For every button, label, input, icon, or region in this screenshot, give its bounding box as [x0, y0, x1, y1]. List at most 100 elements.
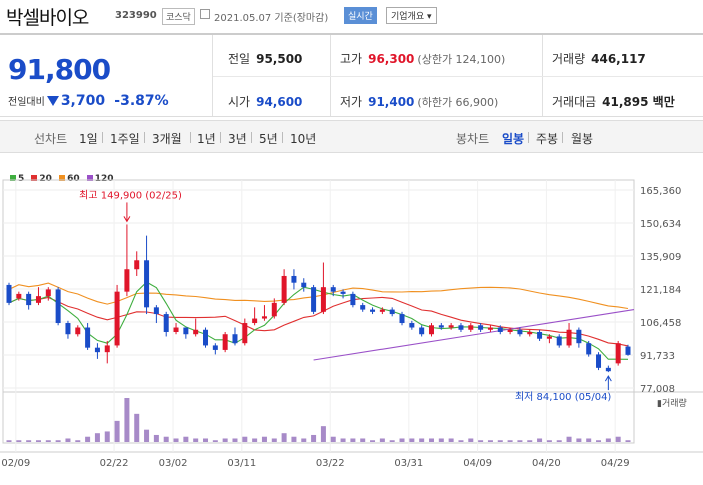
period-1y[interactable]: 1년	[197, 132, 216, 146]
volume-bar	[85, 436, 91, 442]
divider	[528, 132, 529, 143]
period-5y[interactable]: 5년	[259, 132, 278, 146]
ma5-swatch	[10, 175, 16, 181]
divider	[102, 132, 103, 143]
x-tick-label: 02/09	[1, 458, 30, 469]
realtime-button[interactable]: 실시간	[344, 7, 377, 24]
candle-body	[409, 323, 415, 328]
high-value: 96,300	[368, 52, 415, 66]
candle-body	[183, 327, 189, 335]
candle-monthly[interactable]: 월봉	[571, 132, 594, 146]
open-label: 시가	[228, 95, 251, 109]
volume-bar	[35, 440, 41, 442]
volume-bar	[320, 426, 326, 442]
period-3y[interactable]: 3년	[228, 132, 247, 146]
volume-bar	[399, 438, 405, 442]
open: 시가 94,600	[228, 93, 302, 110]
market-badge: 코스닥	[162, 8, 195, 25]
candle-body	[212, 345, 218, 350]
volume-bar	[252, 438, 258, 442]
x-tick-label: 04/20	[532, 458, 561, 469]
company-overview-dropdown[interactable]: 기업개요 ▾	[386, 7, 437, 24]
day-high: 고가 96,300 (상한가 124,100)	[340, 50, 505, 67]
candle-body	[586, 343, 592, 355]
volume-value: 446,117	[591, 52, 646, 66]
period-1w[interactable]: 1주일	[110, 132, 140, 146]
period-10y[interactable]: 10년	[290, 132, 317, 146]
volume-bar	[75, 440, 81, 442]
divider	[213, 76, 703, 77]
candle-body	[55, 289, 61, 324]
y-tick-label: 150,634	[640, 219, 681, 230]
volume-bar	[507, 440, 513, 442]
volume-bar	[330, 436, 336, 442]
price-chart[interactable]: 165,360 150,634 135,909 121,184 106,458 91,73…	[0, 160, 703, 485]
period-1d[interactable]: 1일	[79, 132, 98, 146]
prev-close-label: 전일	[228, 52, 251, 66]
stock-header: 박셀바이오 323990 코스닥 2021.05.07 기준(장마감) 실시간 …	[0, 0, 703, 30]
candle-body	[114, 291, 120, 346]
x-tick-label: 03/31	[394, 458, 423, 469]
ma20-line	[8, 296, 629, 347]
candle-body	[596, 354, 602, 368]
candle-body	[301, 282, 307, 288]
volume: 거래량 446,117	[552, 50, 646, 67]
candle-body	[311, 287, 317, 312]
ma5-label: 5	[18, 174, 25, 184]
trade-amount: 거래대금 41,895 백만	[552, 93, 675, 110]
volume-bar	[45, 440, 51, 442]
volume-bar	[16, 440, 22, 442]
price-change: 전일대비 3,700 -3.87%	[8, 93, 169, 109]
divider	[144, 132, 145, 143]
candle-body	[517, 329, 523, 335]
volume-bar	[576, 438, 582, 442]
candle-daily[interactable]: 일봉	[502, 132, 525, 146]
candle-body	[203, 329, 209, 346]
line-chart-label: 선차트	[34, 132, 68, 146]
upper-limit: (상한가 124,100)	[417, 53, 506, 66]
volume-bar	[360, 438, 366, 442]
divider	[330, 35, 331, 116]
candle-body	[242, 323, 248, 344]
volume-bar	[596, 440, 602, 442]
candle-body	[134, 260, 140, 270]
volume-bar	[497, 440, 503, 442]
volume-bar	[183, 436, 189, 442]
volume-bar	[517, 440, 523, 442]
volume-bar	[468, 438, 474, 442]
min-arrowhead	[604, 375, 612, 382]
volume-bar	[438, 438, 444, 442]
volume-label: 거래량	[552, 52, 586, 66]
candle-body	[556, 336, 562, 346]
candle-body	[605, 367, 611, 372]
volume-bar	[193, 438, 199, 442]
x-tick-label: 04/09	[463, 458, 492, 469]
lower-limit: (하한가 66,900)	[417, 96, 499, 109]
current-price: 91,800	[8, 53, 111, 86]
candle-body	[320, 287, 326, 312]
candle-body	[330, 287, 336, 292]
volume-bar	[144, 429, 150, 442]
volume-bar	[65, 438, 71, 442]
candle-weekly[interactable]: 주봉	[536, 132, 559, 146]
period-3m[interactable]: 3개월	[152, 132, 182, 146]
y-tick-label: 165,360	[640, 186, 681, 197]
candle-body	[222, 334, 228, 350]
divider	[542, 35, 543, 116]
prev-close-value: 95,500	[256, 52, 303, 66]
candle-chart-label: 봉차트	[456, 132, 490, 146]
volume-bar	[448, 438, 454, 442]
volume-bar	[556, 440, 562, 442]
candle-body	[370, 309, 376, 312]
x-tick-label: 04/29	[601, 458, 630, 469]
candle-body	[153, 307, 159, 315]
calendar-icon	[200, 9, 210, 19]
candle-body	[6, 284, 12, 303]
divider	[282, 132, 283, 143]
candle-body	[26, 293, 32, 306]
ma120-line	[313, 309, 635, 361]
max-annotation: 최고 149,900 (02/25)	[79, 189, 182, 201]
volume-bar	[124, 398, 130, 442]
change-label: 전일대비	[8, 97, 45, 108]
volume-bar	[94, 433, 100, 442]
